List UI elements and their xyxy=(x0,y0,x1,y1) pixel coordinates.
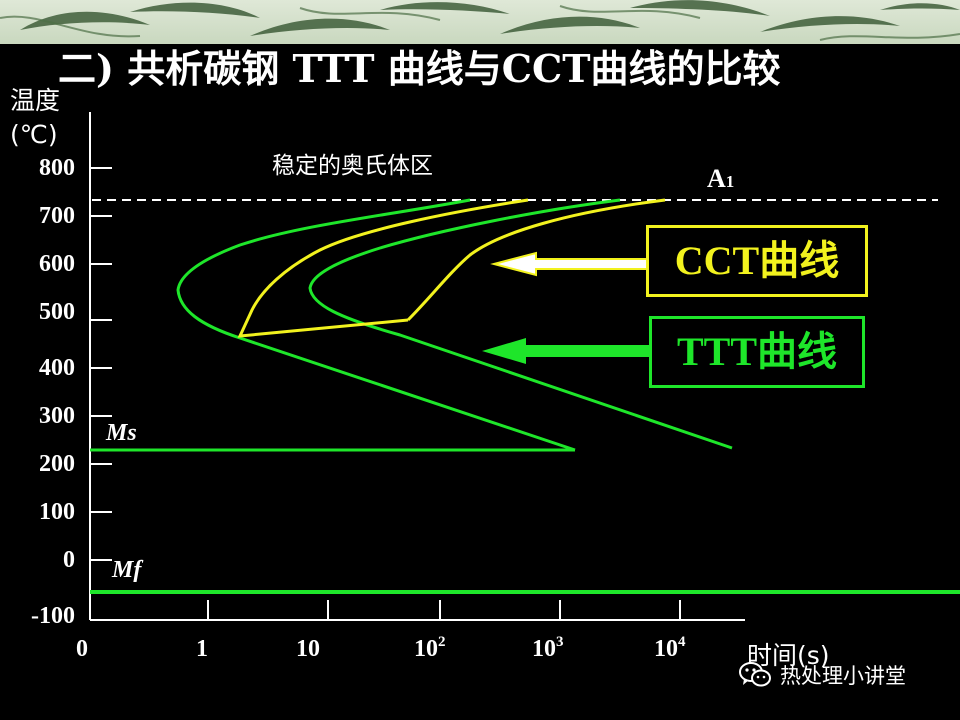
watermark-text: 热处理小讲堂 xyxy=(780,664,906,688)
y-axis-label-line1: 温度 xyxy=(10,86,61,115)
slide-title: 二) 共析碳钢 TTT 曲线与CCT曲线的比较 xyxy=(58,46,781,91)
ms-label: Ms xyxy=(106,420,137,446)
y-tick-label: 400 xyxy=(39,355,75,381)
mf-label: Mf xyxy=(112,557,142,583)
decorative-banner xyxy=(0,0,960,44)
ttt-start-curve xyxy=(176,198,576,452)
watermark: 热处理小讲堂 xyxy=(738,660,906,690)
y-tick-label: 500 xyxy=(39,299,75,325)
ttt-finish-curve xyxy=(308,198,733,450)
cct-legend-box: CCT曲线 xyxy=(646,225,868,297)
cct-start-curve xyxy=(237,198,529,338)
x-tick-label: 102 xyxy=(414,634,446,662)
ttt-arrow xyxy=(482,338,650,364)
a1-label-main: A xyxy=(707,164,726,193)
a1-label: A1 xyxy=(707,164,734,194)
cct-finish-curve xyxy=(406,198,666,322)
y-tick-label: 0 xyxy=(63,547,75,573)
x-tick-label: 0 xyxy=(76,636,88,662)
cct-arrow xyxy=(490,251,649,277)
y-tick-label: 800 xyxy=(39,155,75,181)
y-tick-label: -100 xyxy=(31,603,75,629)
y-tick-label: 200 xyxy=(39,451,75,477)
y-axis-label-line2: (℃) xyxy=(10,120,58,149)
x-tick-label: 1 xyxy=(196,636,208,662)
y-tick-label: 100 xyxy=(39,499,75,525)
y-axis-ticks xyxy=(90,167,112,561)
stable-austenite-label: 稳定的奥氏体区 xyxy=(272,153,433,179)
a1-label-sub: 1 xyxy=(725,172,735,191)
x-axis-ticks xyxy=(207,600,681,620)
y-axis-label: 温度 (℃) xyxy=(10,84,60,152)
y-tick-label: 600 xyxy=(39,251,75,277)
leaf-pattern xyxy=(0,0,960,41)
x-tick-label: 103 xyxy=(532,634,564,662)
x-tick-label: 104 xyxy=(654,634,686,662)
wechat-icon xyxy=(738,660,772,690)
x-axis-title: 时间(s) xyxy=(747,641,830,670)
x-tick-label: 10 xyxy=(296,636,320,662)
ttt-legend-box: TTT曲线 xyxy=(649,316,865,388)
y-tick-label: 700 xyxy=(39,203,75,229)
y-tick-label: 300 xyxy=(39,403,75,429)
